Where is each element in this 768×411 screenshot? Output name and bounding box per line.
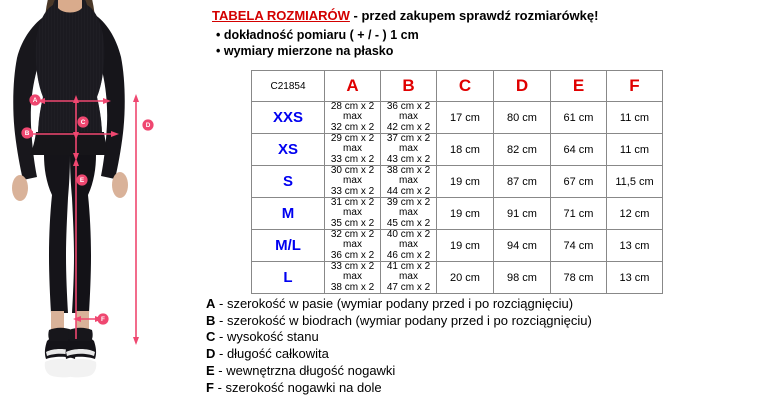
svg-text:D: D: [146, 122, 151, 129]
svg-text:A: A: [33, 97, 38, 104]
svg-text:B: B: [25, 130, 30, 137]
svg-text:F: F: [101, 316, 105, 323]
svg-text:C: C: [81, 119, 86, 126]
svg-text:E: E: [80, 177, 85, 184]
